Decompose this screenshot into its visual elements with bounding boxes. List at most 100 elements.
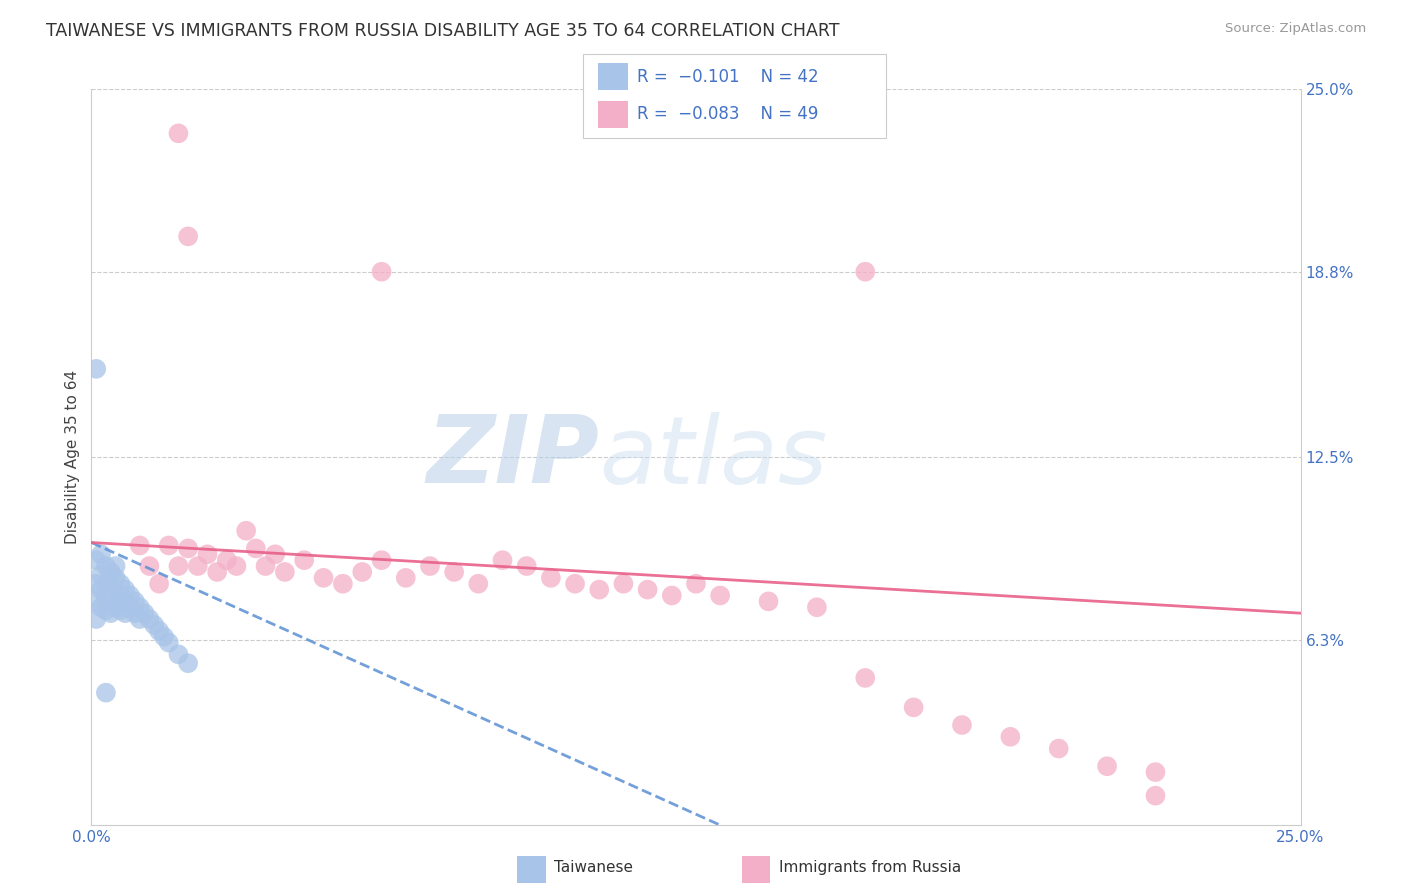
Point bbox=[84, 612, 107, 626]
Point bbox=[205, 565, 228, 579]
Point bbox=[1047, 741, 1070, 756]
Text: R =  −0.083    N = 49: R = −0.083 N = 49 bbox=[637, 105, 818, 123]
Point bbox=[352, 565, 374, 579]
Point bbox=[661, 589, 683, 603]
Point bbox=[104, 585, 127, 599]
Point bbox=[332, 576, 354, 591]
Point bbox=[90, 547, 112, 561]
Point bbox=[709, 589, 731, 603]
Point bbox=[94, 589, 117, 603]
Point bbox=[443, 565, 465, 579]
Point bbox=[128, 600, 150, 615]
Point bbox=[94, 576, 117, 591]
Point bbox=[110, 576, 132, 591]
Point bbox=[143, 618, 166, 632]
Point bbox=[225, 559, 247, 574]
Point bbox=[100, 565, 122, 579]
Point bbox=[148, 576, 170, 591]
Point bbox=[215, 553, 238, 567]
Point bbox=[84, 553, 107, 567]
Point bbox=[100, 589, 122, 603]
Point bbox=[100, 576, 122, 591]
Point bbox=[853, 671, 876, 685]
Point bbox=[153, 630, 176, 644]
Point bbox=[90, 568, 112, 582]
Point bbox=[124, 606, 146, 620]
Point bbox=[104, 600, 127, 615]
Point bbox=[104, 559, 127, 574]
Point bbox=[100, 606, 122, 620]
Point bbox=[419, 559, 441, 574]
Point bbox=[124, 594, 146, 608]
Point bbox=[588, 582, 610, 597]
Point bbox=[197, 547, 219, 561]
Point bbox=[148, 624, 170, 638]
Point bbox=[235, 524, 257, 538]
Point bbox=[110, 589, 132, 603]
Point bbox=[564, 576, 586, 591]
Point bbox=[685, 576, 707, 591]
Point bbox=[177, 541, 200, 556]
Point bbox=[1144, 765, 1167, 780]
Point bbox=[903, 700, 925, 714]
Point bbox=[254, 559, 277, 574]
Point bbox=[853, 265, 876, 279]
Text: R =  −0.101    N = 42: R = −0.101 N = 42 bbox=[637, 68, 818, 86]
Point bbox=[84, 362, 107, 376]
Point bbox=[104, 571, 127, 585]
Point bbox=[94, 603, 117, 617]
Text: Source: ZipAtlas.com: Source: ZipAtlas.com bbox=[1226, 22, 1367, 36]
Y-axis label: Disability Age 35 to 64: Disability Age 35 to 64 bbox=[65, 370, 80, 544]
Point bbox=[292, 553, 315, 567]
Point bbox=[157, 538, 180, 552]
Point bbox=[157, 635, 180, 649]
Point bbox=[540, 571, 562, 585]
Point bbox=[1144, 789, 1167, 803]
Point bbox=[110, 603, 132, 617]
Point bbox=[128, 538, 150, 552]
Point bbox=[114, 606, 136, 620]
Point bbox=[167, 126, 190, 140]
Point bbox=[90, 600, 112, 615]
Point bbox=[516, 559, 538, 574]
Point bbox=[134, 606, 156, 620]
Text: ZIP: ZIP bbox=[426, 411, 599, 503]
Text: Immigrants from Russia: Immigrants from Russia bbox=[779, 860, 962, 874]
Point bbox=[114, 582, 136, 597]
Point bbox=[245, 541, 267, 556]
Point bbox=[94, 686, 117, 700]
Text: TAIWANESE VS IMMIGRANTS FROM RUSSIA DISABILITY AGE 35 TO 64 CORRELATION CHART: TAIWANESE VS IMMIGRANTS FROM RUSSIA DISA… bbox=[46, 22, 839, 40]
Point bbox=[177, 657, 200, 671]
Point bbox=[395, 571, 418, 585]
Point bbox=[84, 576, 107, 591]
Point bbox=[264, 547, 287, 561]
Point bbox=[167, 648, 190, 662]
Point bbox=[612, 576, 634, 591]
Point bbox=[274, 565, 297, 579]
Point bbox=[138, 612, 160, 626]
Point bbox=[1000, 730, 1022, 744]
Point bbox=[84, 594, 107, 608]
Point bbox=[167, 559, 190, 574]
Point bbox=[467, 576, 489, 591]
Point bbox=[114, 594, 136, 608]
Point bbox=[128, 612, 150, 626]
Point bbox=[90, 582, 112, 597]
Point bbox=[491, 553, 513, 567]
Point bbox=[187, 559, 209, 574]
Point bbox=[177, 229, 200, 244]
Point bbox=[637, 582, 659, 597]
Point bbox=[1095, 759, 1118, 773]
Text: atlas: atlas bbox=[599, 411, 828, 503]
Point bbox=[370, 553, 392, 567]
Point bbox=[950, 718, 973, 732]
Point bbox=[138, 559, 160, 574]
Text: Taiwanese: Taiwanese bbox=[554, 860, 633, 874]
Point bbox=[758, 594, 780, 608]
Point bbox=[120, 589, 142, 603]
Point bbox=[94, 559, 117, 574]
Point bbox=[120, 600, 142, 615]
Point bbox=[370, 265, 392, 279]
Point bbox=[806, 600, 828, 615]
Point bbox=[312, 571, 335, 585]
